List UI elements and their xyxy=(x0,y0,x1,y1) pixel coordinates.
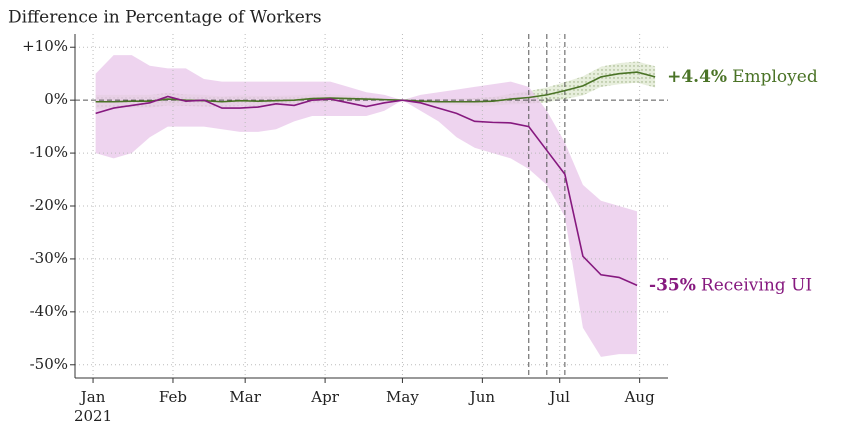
y-tick-label: -40% xyxy=(30,302,68,320)
y-tick-label: -10% xyxy=(30,143,68,161)
y-tick-label: 0% xyxy=(44,90,68,108)
y-tick-label: -50% xyxy=(30,355,68,373)
x-tick-label: Jun xyxy=(468,388,496,406)
bands xyxy=(95,55,656,357)
grid: +10% 0% -10% -20% -30% -40% -50% Jan Feb Mar Apr Ma… xyxy=(22,34,668,425)
y-tick-label: -30% xyxy=(30,249,68,267)
y-tick-label: +10% xyxy=(22,37,68,55)
x-tick-label: Apr xyxy=(310,388,339,406)
series-end-value: +4.4% xyxy=(667,66,727,86)
y-tick-label: -20% xyxy=(30,196,68,214)
x-year-label: 2021 xyxy=(74,407,112,425)
legend-entry: Employed xyxy=(732,66,818,86)
legend-entry: Receiving UI xyxy=(701,275,812,295)
series-line xyxy=(95,95,638,287)
x-tick-label: Mar xyxy=(229,388,261,406)
x-tick-label: May xyxy=(386,388,419,406)
x-tick-label: Aug xyxy=(624,388,655,406)
lines: +4.4% Employed -35% Receiving UI xyxy=(95,66,818,295)
x-tick-label: Feb xyxy=(159,388,187,406)
confidence-band xyxy=(95,55,638,357)
series-label: -35% Receiving UI xyxy=(649,275,812,295)
series-label: +4.4% Employed xyxy=(667,66,818,86)
series-end-value: -35% xyxy=(649,275,696,295)
chart-title: Difference in Percentage of Workers xyxy=(8,8,322,28)
x-tick-label: Jan xyxy=(79,388,106,406)
x-tick-label: Jul xyxy=(547,388,570,406)
